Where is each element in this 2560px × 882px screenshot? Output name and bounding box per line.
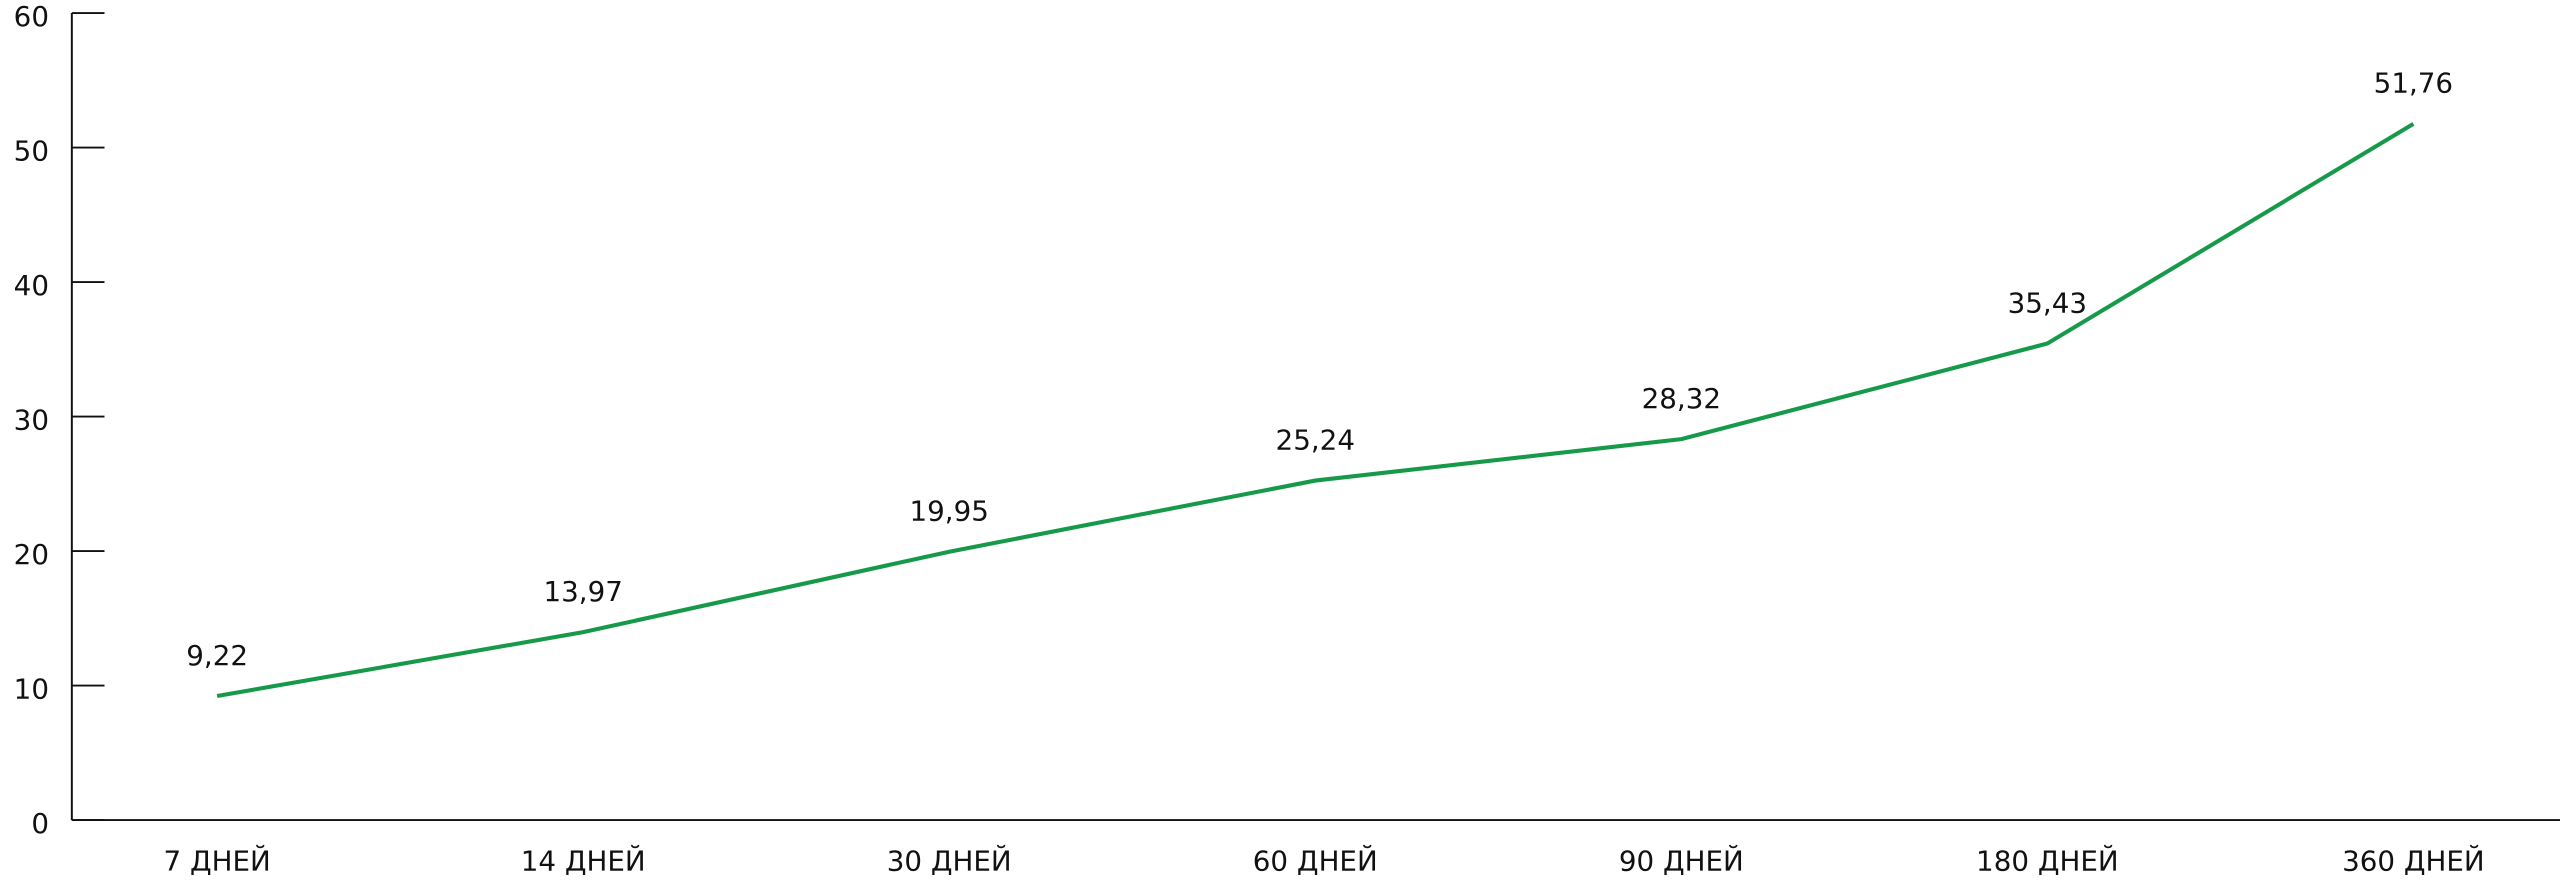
value-label: 28,32 [1642, 382, 1721, 415]
line [216, 122, 2415, 699]
x-tick-label: 360 ДНЕЙ [2342, 843, 2485, 877]
value-label: 25,24 [1276, 423, 1355, 456]
y-tick-label: 60 [14, 0, 49, 33]
x-tick-label: 90 ДНЕЙ [1619, 843, 1744, 877]
x-tick-label: 14 ДНЕЙ [521, 843, 646, 877]
x-tick-label: 60 ДНЕЙ [1253, 843, 1378, 877]
y-tick-label: 40 [14, 269, 49, 302]
x-tick-label: 30 ДНЕЙ [887, 843, 1012, 877]
value-label: 35,43 [2008, 286, 2087, 319]
y-tick-label: 0 [31, 807, 49, 840]
value-label: 51,76 [2374, 67, 2453, 100]
y-tick-label: 50 [14, 134, 49, 167]
value-label: 19,95 [910, 495, 989, 528]
x-tick-label: 180 ДНЕЙ [1976, 843, 2119, 877]
y-tick-label: 10 [14, 672, 49, 705]
value-label: 13,97 [543, 575, 622, 608]
y-tick-label: 20 [14, 538, 49, 571]
value-label: 9,22 [186, 639, 248, 672]
x-tick-label: 7 ДНЕЙ [164, 843, 271, 877]
y-tick-label: 30 [14, 403, 49, 436]
